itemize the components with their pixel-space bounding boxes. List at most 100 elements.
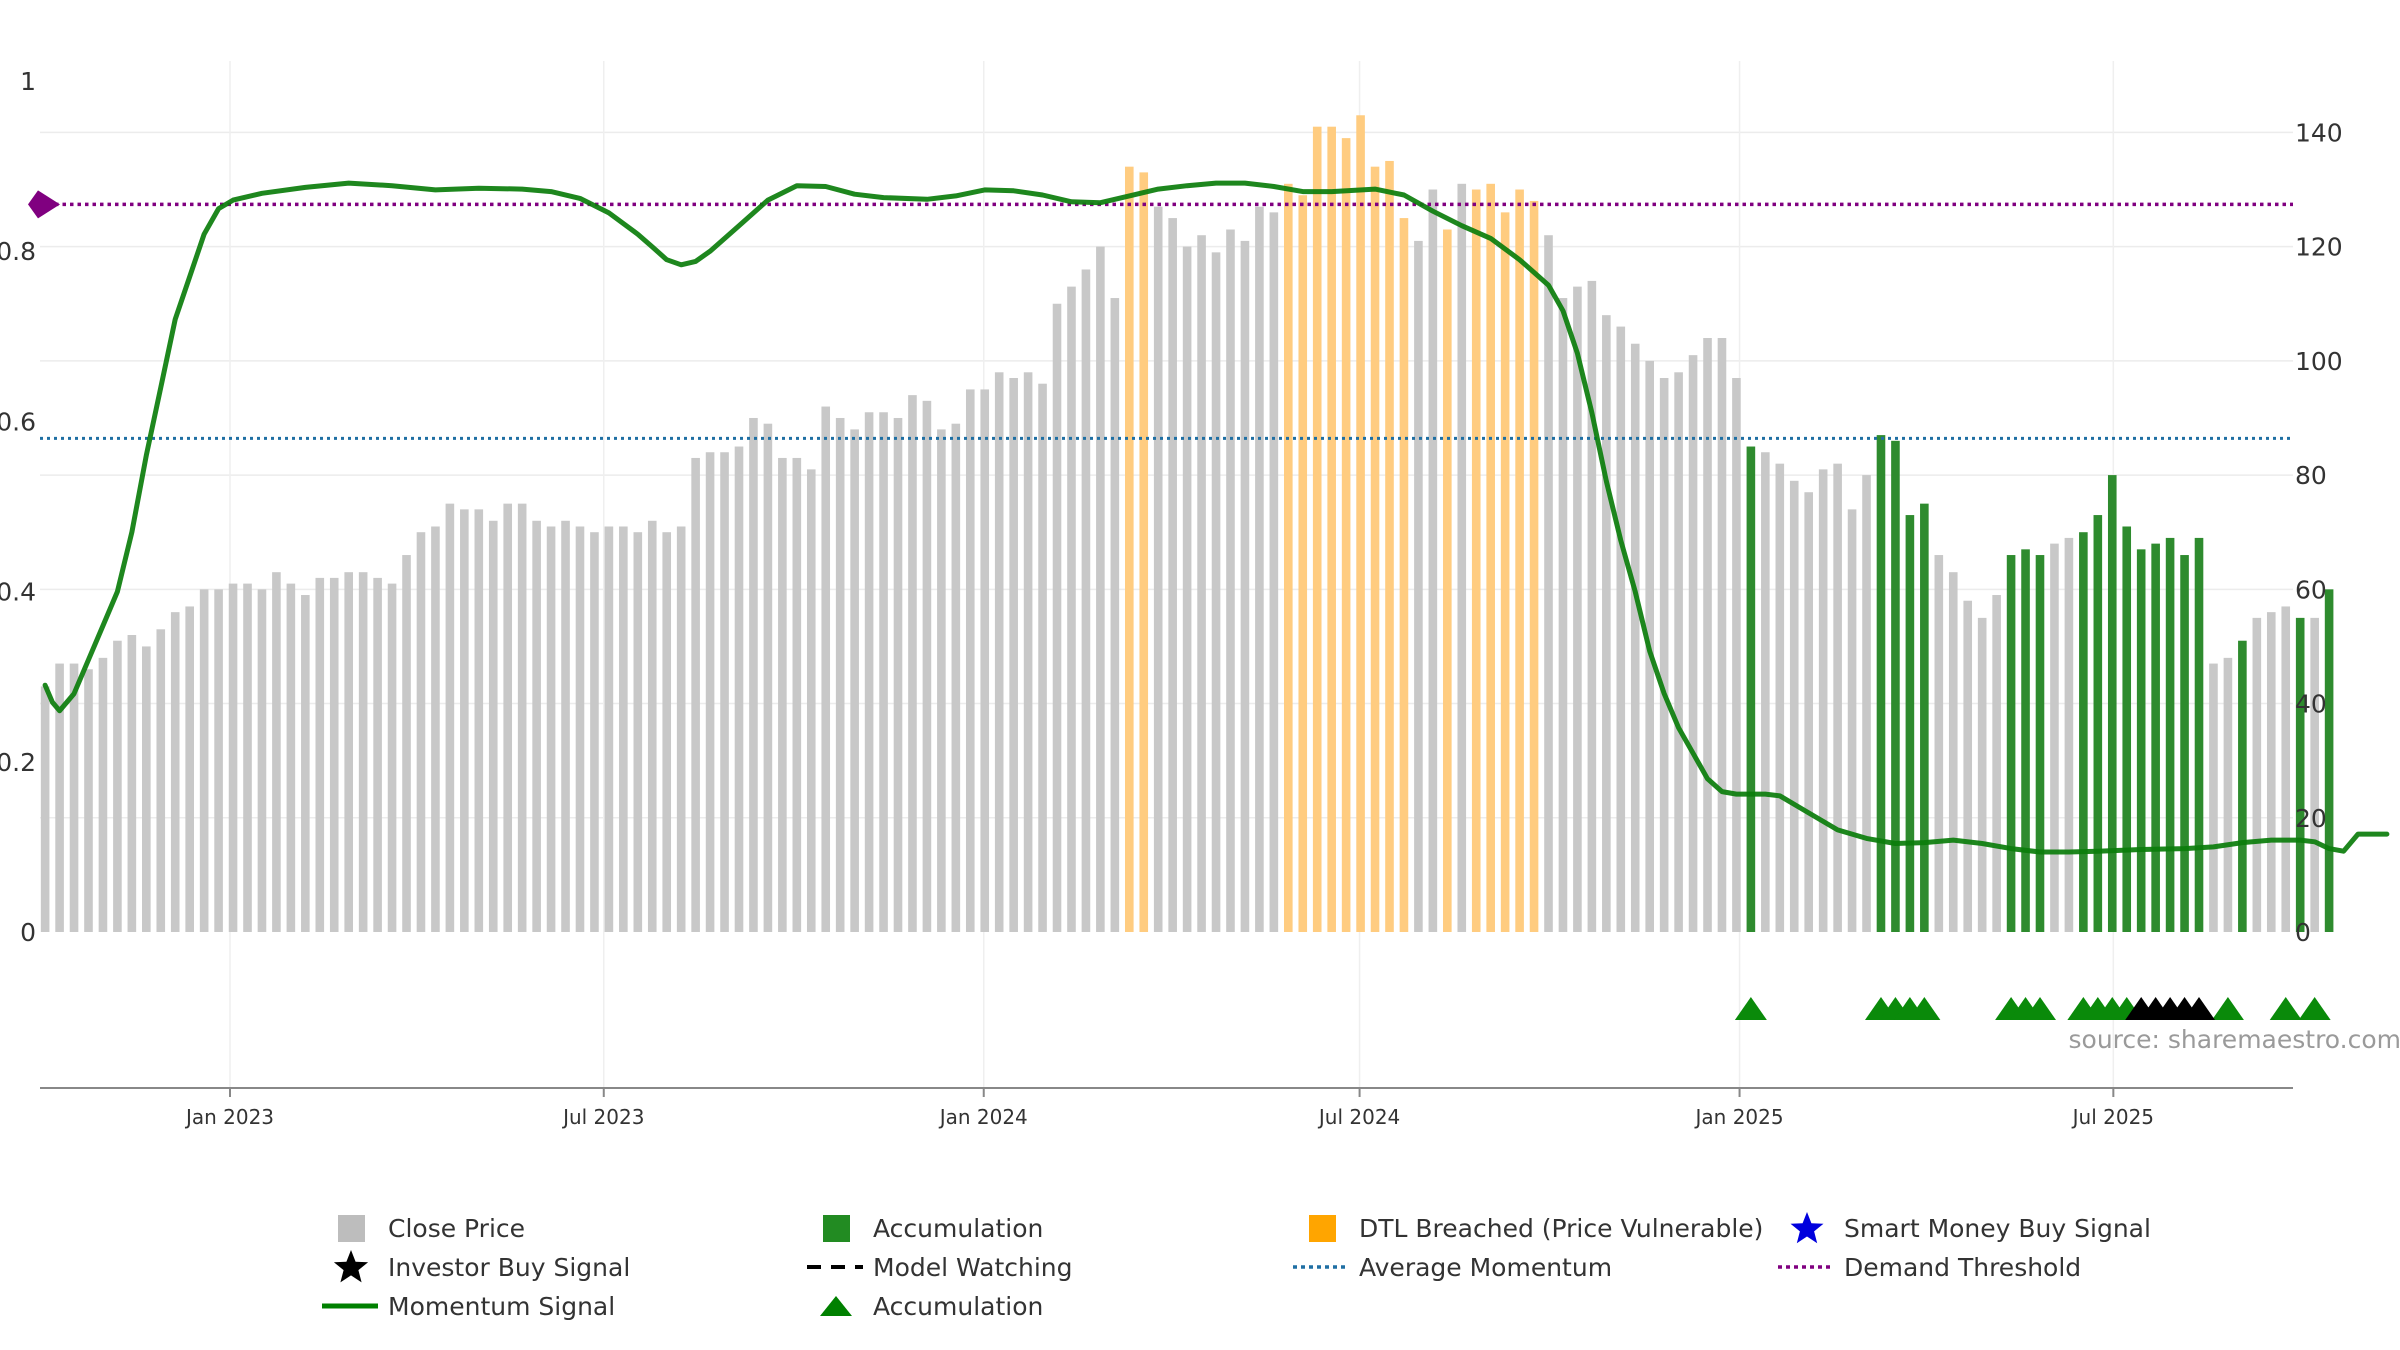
legend-item-average-momentum: Average Momentum	[1291, 1249, 1612, 1285]
bar	[1240, 240, 1250, 933]
bar	[1356, 115, 1365, 933]
legend-item-dtl-breached: DTL Breached (Price Vulnerable)	[1291, 1210, 1763, 1246]
bar	[1312, 126, 1322, 932]
accumulation-marker	[2023, 997, 2056, 1020]
bar	[2252, 617, 2262, 932]
bar	[329, 577, 339, 932]
legend-label: Accumulation	[873, 1213, 1044, 1243]
bar	[286, 583, 296, 932]
bar	[2122, 526, 2132, 932]
bar	[835, 417, 845, 932]
bar	[2194, 537, 2204, 932]
bar	[546, 526, 556, 932]
left-tick-label: 0	[20, 918, 36, 947]
bar	[662, 532, 672, 932]
bar	[1847, 509, 1857, 932]
bar	[2223, 657, 2233, 932]
bar	[1558, 298, 1568, 932]
bar	[1804, 492, 1814, 932]
purple-dotted-line-icon	[1776, 1249, 1836, 1285]
bar	[937, 429, 946, 932]
bar	[431, 526, 440, 932]
black-star-icon	[320, 1249, 380, 1285]
bar	[1761, 452, 1770, 932]
bar	[1544, 235, 1553, 932]
bar	[55, 663, 64, 932]
threshold-lines	[28, 190, 2293, 440]
bar	[1977, 617, 1987, 932]
bar	[806, 469, 816, 932]
bar	[1255, 206, 1264, 932]
bar	[1862, 475, 1871, 932]
bar	[1269, 212, 1279, 932]
bar	[705, 452, 715, 932]
x-tick-label: Jul 2024	[1317, 1105, 1400, 1129]
bar	[1284, 183, 1293, 933]
legend-label: Accumulation	[873, 1291, 1044, 1321]
accumulation-marker	[1908, 997, 1941, 1020]
orange-square-icon	[1291, 1210, 1351, 1246]
bar	[199, 589, 209, 932]
bar	[2324, 589, 2334, 932]
bar	[1226, 229, 1235, 932]
x-tick-label: Jul 2025	[2071, 1105, 2154, 1129]
bar	[2281, 606, 2291, 932]
bar	[373, 577, 382, 932]
bar	[1327, 126, 1336, 932]
bar	[1905, 515, 1915, 932]
bar	[922, 400, 932, 932]
bar	[2021, 549, 2030, 932]
x-tick-label: Jul 2023	[561, 1105, 644, 1129]
blue-star-icon	[1776, 1210, 1836, 1246]
bar	[1414, 240, 1423, 933]
bar	[1630, 343, 1640, 932]
bar	[2064, 537, 2074, 932]
bar	[517, 503, 527, 932]
legend-item-model-watching: Model Watching	[805, 1249, 1073, 1285]
bar	[301, 595, 310, 932]
green-square-icon	[805, 1210, 865, 1246]
bar	[1688, 355, 1698, 932]
dashed-line-icon	[805, 1249, 865, 1285]
bar	[1703, 338, 1712, 932]
legend-item-demand-threshold: Demand Threshold	[1776, 1249, 2081, 1285]
bar	[575, 526, 585, 932]
left-tick-label: 0.8	[0, 237, 36, 266]
bar	[749, 417, 758, 932]
bar	[908, 395, 917, 932]
bar	[778, 457, 787, 932]
bar	[604, 526, 614, 932]
legend-item-accumulation-bar: Accumulation	[805, 1210, 1043, 1246]
bar	[734, 446, 744, 932]
bar	[1732, 377, 1741, 932]
bar	[1602, 315, 1611, 932]
bar	[1023, 372, 1033, 933]
bar	[1341, 138, 1351, 933]
bar	[1067, 286, 1076, 933]
bar	[1717, 338, 1727, 932]
demand-threshold-marker	[28, 190, 60, 219]
bar	[1573, 286, 1582, 933]
investor-buy-marker	[2183, 997, 2216, 1020]
bar	[1775, 463, 1785, 932]
bar	[185, 606, 194, 932]
bar	[1168, 218, 1177, 932]
bar	[416, 532, 426, 932]
legend-label: Close Price	[388, 1213, 526, 1243]
bar	[879, 412, 888, 933]
bar	[272, 572, 281, 932]
bar	[1197, 235, 1206, 932]
bar	[40, 686, 50, 932]
legend-item-accumulation-marker: Accumulation	[805, 1288, 1043, 1324]
bar	[2295, 617, 2305, 932]
bar	[228, 583, 238, 932]
bar	[2310, 617, 2319, 932]
bar	[2180, 555, 2189, 932]
source-label: source: sharemaestro.com	[2069, 1025, 2400, 1054]
bar	[474, 509, 484, 932]
bar	[84, 669, 93, 932]
legend-label: Smart Money Buy Signal	[1844, 1213, 2151, 1243]
bar	[1963, 600, 1973, 932]
bar	[951, 423, 961, 932]
right-tick-label: 140	[2295, 118, 2343, 147]
